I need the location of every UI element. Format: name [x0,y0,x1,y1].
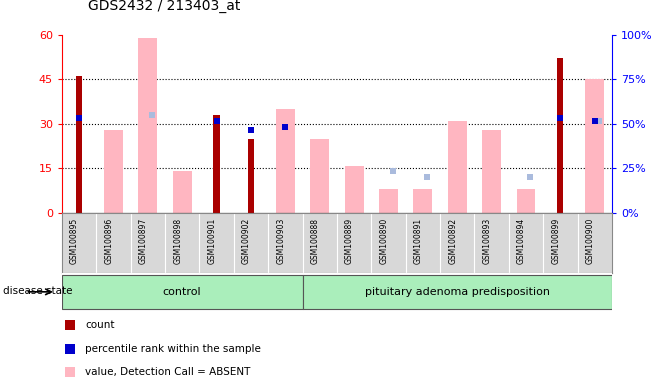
Text: disease state: disease state [3,286,73,296]
Bar [311,139,329,213]
Text: GSM100892: GSM100892 [449,218,457,264]
Bar [516,189,535,213]
Text: GSM100899: GSM100899 [551,218,561,264]
Bar [557,58,564,213]
Bar [448,121,467,213]
Text: GSM100897: GSM100897 [139,218,148,264]
Text: GSM100896: GSM100896 [104,218,113,264]
Bar [62,275,303,309]
Bar [173,172,191,213]
Bar [139,38,158,213]
Text: GSM100894: GSM100894 [517,218,526,264]
Bar [379,189,398,213]
Text: GSM100893: GSM100893 [482,218,492,264]
Text: GSM100888: GSM100888 [311,218,320,264]
Bar [276,109,295,213]
Text: GSM100891: GSM100891 [414,218,423,264]
Bar [303,275,612,309]
Text: GSM100890: GSM100890 [380,218,389,264]
Text: GSM100889: GSM100889 [345,218,354,264]
Text: control: control [163,287,202,297]
Text: pituitary adenoma predisposition: pituitary adenoma predisposition [365,287,549,297]
Bar [585,79,604,213]
Bar [104,130,123,213]
Bar [214,115,219,213]
Text: GDS2432 / 213403_at: GDS2432 / 213403_at [88,0,240,13]
Text: count: count [85,320,115,330]
Text: GSM100901: GSM100901 [208,218,217,264]
Bar [413,189,432,213]
Text: GSM100903: GSM100903 [276,218,285,264]
Text: percentile rank within the sample: percentile rank within the sample [85,344,261,354]
Bar [482,130,501,213]
Text: GSM100898: GSM100898 [173,218,182,264]
Text: value, Detection Call = ABSENT: value, Detection Call = ABSENT [85,367,251,377]
Text: GSM100902: GSM100902 [242,218,251,264]
Bar [248,139,254,213]
Bar [344,166,363,213]
Bar [76,76,82,213]
Text: GSM100895: GSM100895 [70,218,79,264]
Text: GSM100900: GSM100900 [586,218,595,264]
